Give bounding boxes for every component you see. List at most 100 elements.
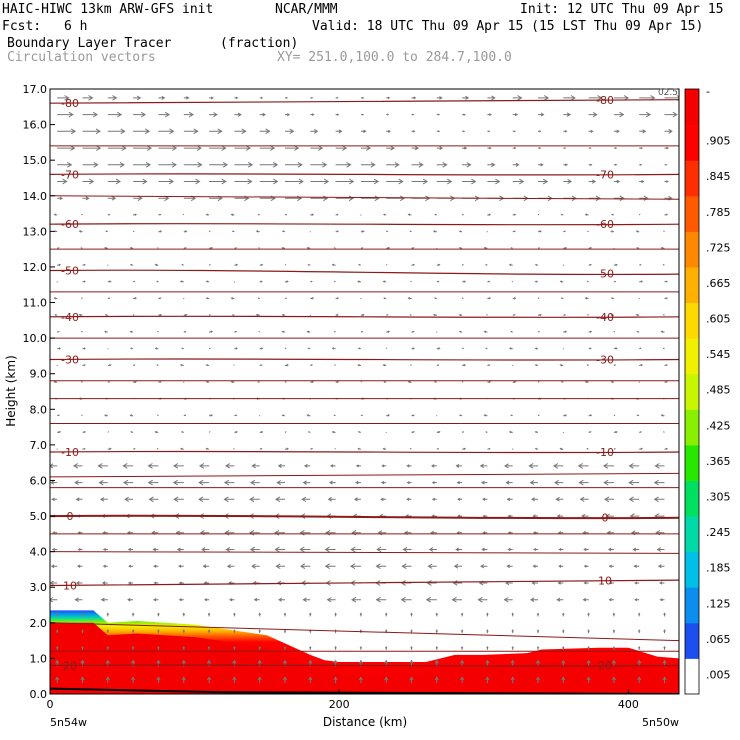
wind-vector [51, 547, 58, 552]
header-fcst-value: 6 h [64, 19, 88, 34]
colorbar-swatch [685, 302, 699, 339]
colorbar-swatch [685, 124, 699, 161]
wind-vector [257, 381, 260, 383]
wind-vector [335, 145, 348, 151]
wind-vector [487, 146, 492, 150]
wind-vector [532, 514, 538, 518]
wind-vector [588, 414, 593, 417]
field-name: Boundary Layer Tracer [7, 36, 172, 51]
wind-vector [82, 447, 86, 450]
wind-vector [508, 263, 513, 267]
colorbar-swatch [685, 373, 699, 410]
wind-vector [258, 629, 261, 634]
wind-vector [208, 347, 211, 350]
wind-vector [335, 113, 340, 116]
wind-vector [179, 280, 184, 283]
wind-vector [310, 96, 314, 99]
wind-vector [82, 263, 86, 266]
wind-vector [202, 564, 210, 569]
colorbar-label: .005 [706, 668, 731, 681]
wind-vector [310, 297, 315, 300]
wind-vector [129, 330, 134, 333]
wind-vector [209, 145, 227, 151]
colorbar-frame [684, 88, 700, 695]
wind-vector [486, 612, 489, 617]
wind-vector [158, 128, 175, 135]
wind-vector [660, 330, 665, 333]
wind-vector [587, 230, 589, 233]
wind-vector [628, 463, 640, 469]
contour-label: 20 [598, 660, 612, 673]
wind-vector [201, 547, 210, 552]
colorbar: .005 .065 .125 .185 .245 .305 .365 .425 .485 .545… [684, 85, 731, 695]
wind-vector [360, 145, 372, 151]
wind-vector [436, 130, 441, 133]
wind-vector [639, 364, 644, 367]
wind-vector [275, 496, 285, 503]
x-corner-left: 5n54w [50, 716, 87, 729]
wind-vector [326, 597, 336, 603]
wind-vector [386, 330, 391, 333]
wind-vector [357, 447, 361, 450]
wind-vector [538, 147, 542, 150]
wind-vector [283, 629, 287, 634]
wind-vector [359, 612, 363, 617]
wind-vector [248, 529, 260, 536]
wind-vector [588, 263, 593, 266]
wind-vector [510, 676, 515, 684]
wind-vector [349, 563, 361, 570]
wind-vector [360, 129, 367, 134]
y-tick-label: 12.0 [23, 261, 48, 274]
wind-vector [587, 314, 589, 316]
wind-vector [158, 313, 163, 317]
wind-vector [508, 347, 513, 350]
wind-vector [310, 280, 313, 283]
wind-vector [307, 263, 311, 266]
wind-vector [360, 230, 365, 233]
wind-vector [461, 297, 464, 300]
wind-vector [207, 612, 211, 617]
wind-vector [331, 430, 336, 434]
wind-vector [259, 161, 279, 168]
wind-vector [639, 163, 643, 166]
wind-vector [81, 645, 84, 650]
wind-vector [205, 380, 210, 383]
wind-vector [384, 645, 388, 650]
wind-vector [664, 146, 670, 150]
wind-vector [461, 381, 464, 383]
wind-vector [462, 162, 472, 168]
wind-vector [436, 448, 440, 450]
wind-vector [182, 645, 186, 650]
wind-vector [556, 514, 564, 519]
wind-vector [664, 111, 678, 118]
wind-vector [55, 612, 59, 617]
wind-vector [529, 597, 538, 603]
wind-vector [205, 280, 210, 283]
wind-vector [636, 330, 640, 333]
wind-vector [584, 380, 589, 384]
wind-vector [82, 111, 99, 118]
wind-vector [411, 161, 424, 168]
wind-vector [411, 263, 416, 266]
wind-vector [147, 463, 159, 469]
wind-vector [487, 380, 492, 384]
wind-vector [386, 195, 406, 202]
wind-vector [427, 563, 437, 569]
wind-vector [455, 547, 463, 552]
wind-vector [132, 364, 136, 366]
wind-vector [282, 676, 288, 684]
wind-vector [662, 347, 665, 350]
wind-vector [107, 213, 111, 216]
wind-vector [82, 128, 101, 135]
wind-vector [104, 414, 108, 417]
colorbar-label: .605 [706, 313, 731, 326]
wind-vector [512, 230, 516, 233]
wind-vector [82, 196, 90, 201]
wind-vector [637, 629, 641, 634]
wind-vector [209, 414, 213, 417]
wind-vector [234, 263, 239, 266]
wind-vector [434, 297, 437, 300]
wind-vector [613, 364, 617, 366]
wind-vector [402, 546, 412, 553]
wind-vector [80, 331, 83, 333]
